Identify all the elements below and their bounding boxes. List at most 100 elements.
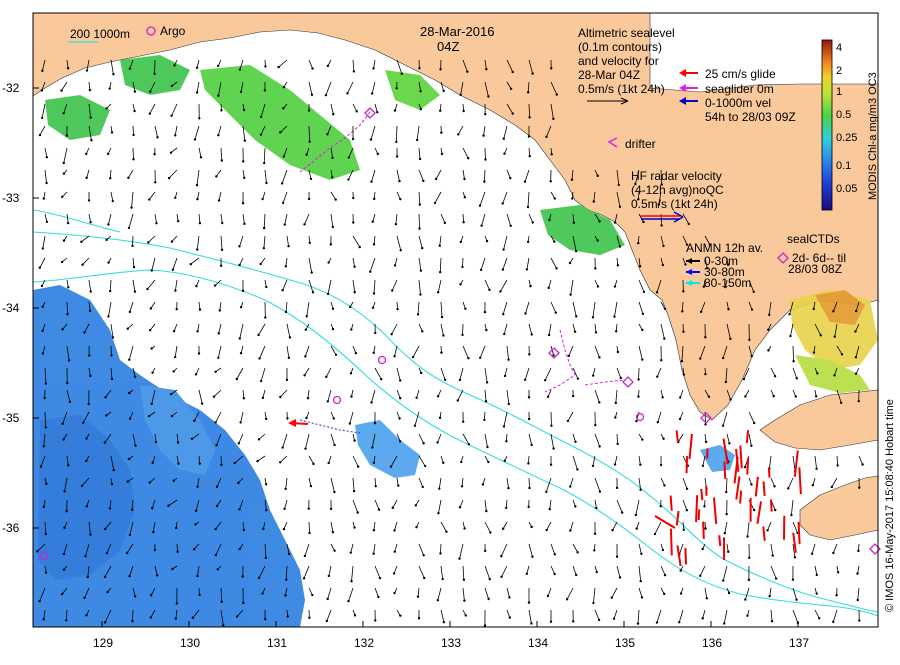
velocity-arrow-head (460, 241, 462, 243)
velocity-arrow-head (441, 316, 443, 318)
velocity-arrow-head (412, 356, 414, 358)
velocity-arrow-head (327, 261, 329, 263)
velocity-arrow-head (194, 138, 196, 140)
velocity-arrow-head (705, 441, 707, 443)
velocity-arrow-head (128, 392, 130, 394)
velocity-arrow-head (349, 422, 351, 424)
hf-radar-arrow (685, 548, 686, 564)
velocity-arrow-head (303, 577, 305, 579)
velocity-arrow-head (265, 483, 267, 485)
velocity-arrow-head (700, 311, 702, 313)
velocity-arrow-head (196, 184, 198, 186)
velocity-arrow-head (529, 155, 531, 157)
velocity-arrow-head (303, 223, 305, 225)
velocity-arrow-head (217, 134, 219, 136)
altimetry-line-2: (0.1m contours) (578, 40, 662, 54)
velocity-arrow-head (371, 92, 373, 94)
velocity-arrow-head (130, 206, 132, 208)
velocity-arrow-head (836, 464, 838, 466)
velocity-arrow-head (439, 110, 441, 112)
velocity-arrow-head (60, 89, 62, 91)
velocity-arrow-head (243, 223, 245, 225)
velocity-arrow-head (835, 594, 837, 596)
velocity-arrow-head (444, 222, 446, 224)
velocity-arrow-head (684, 263, 686, 265)
velocity-arrow-head (596, 239, 598, 241)
velocity-arrow-head (359, 246, 361, 248)
velocity-arrow-head (352, 221, 354, 223)
velocity-arrow-head (443, 621, 445, 623)
velocity-arrow-head (660, 464, 662, 466)
velocity-arrow (133, 148, 134, 159)
velocity-arrow-head (326, 133, 328, 135)
velocity-arrow-head (792, 578, 794, 580)
velocity-arrow-head (355, 110, 357, 112)
velocity-arrow-head (126, 328, 128, 330)
velocity-arrow-head (640, 553, 642, 555)
velocity-arrow-head (192, 617, 194, 619)
velocity-arrow-head (547, 595, 549, 597)
velocity-arrow-head (129, 311, 131, 313)
velocity-arrow-head (370, 401, 372, 403)
velocity-arrow-head (311, 94, 313, 96)
velocity-arrow-head (641, 438, 643, 440)
velocity-arrow-head (374, 485, 376, 487)
velocity-arrow-head (214, 421, 216, 423)
velocity-arrow-head (679, 418, 681, 420)
velocity-arrow-head (614, 221, 616, 223)
velocity-arrow-head (528, 135, 530, 137)
velocity-arrow-head (437, 291, 439, 293)
velocity-arrow-head (110, 354, 112, 356)
velocity-arrow-head (354, 614, 356, 616)
velocity-arrow-head (611, 596, 613, 598)
y-tick-label: -36 (2, 521, 20, 535)
velocity-arrow-head (215, 444, 217, 446)
velocity-arrow-head (530, 526, 532, 528)
velocity-arrow-head (285, 578, 287, 580)
velocity-arrow-head (527, 462, 529, 464)
velocity-arrow-head (282, 107, 284, 109)
velocity-arrow-head (221, 222, 223, 224)
velocity-arrow-head (439, 417, 441, 419)
velocity-arrow-head (420, 108, 422, 110)
velocity-arrow-head (261, 592, 263, 594)
velocity-arrow-head (61, 261, 63, 263)
velocity-arrow-head (149, 481, 151, 483)
velocity-arrow-head (127, 480, 129, 482)
velocity-arrow (67, 302, 68, 314)
velocity-arrow-head (463, 599, 465, 601)
velocity-arrow-head (373, 292, 375, 294)
velocity-arrow-head (436, 441, 438, 443)
velocity-arrow-head (699, 357, 701, 359)
velocity-arrow-head (377, 153, 379, 155)
velocity-arrow-head (499, 290, 501, 292)
velocity-arrow-head (569, 485, 571, 487)
velocity-arrow-head (722, 357, 724, 359)
velocity-arrow-head (422, 554, 424, 556)
velocity-arrow-head (815, 395, 817, 397)
velocity-arrow-head (129, 67, 131, 69)
velocity-arrow-head (680, 592, 682, 594)
velocity-arrow-head (201, 402, 203, 404)
velocity-arrow-head (373, 198, 375, 200)
velocity-arrow-head (81, 485, 83, 487)
velocity-arrow-head (131, 509, 133, 511)
velocity-arrow-head (149, 329, 151, 331)
velocity-arrow-head (702, 465, 704, 467)
velocity-arrow-head (311, 67, 313, 69)
altimetry-line-3: and velocity for (578, 54, 659, 68)
velocity-arrow-head (571, 178, 573, 180)
velocity-arrow-head (621, 511, 623, 513)
colorbar-tick: 0.25 (836, 132, 857, 144)
velocity-arrow-head (151, 403, 153, 405)
velocity-arrow-head (545, 136, 547, 138)
velocity-arrow-head (61, 196, 63, 198)
velocity-arrow-head (743, 378, 745, 380)
velocity-arrow-head (399, 379, 401, 381)
velocity-arrow-head (832, 310, 834, 312)
x-tick-label: 129 (93, 636, 113, 650)
velocity-arrow-head (218, 199, 220, 201)
velocity-arrow-head (219, 309, 221, 311)
velocity-arrow-head (681, 310, 683, 312)
velocity-arrow-head (370, 138, 372, 140)
